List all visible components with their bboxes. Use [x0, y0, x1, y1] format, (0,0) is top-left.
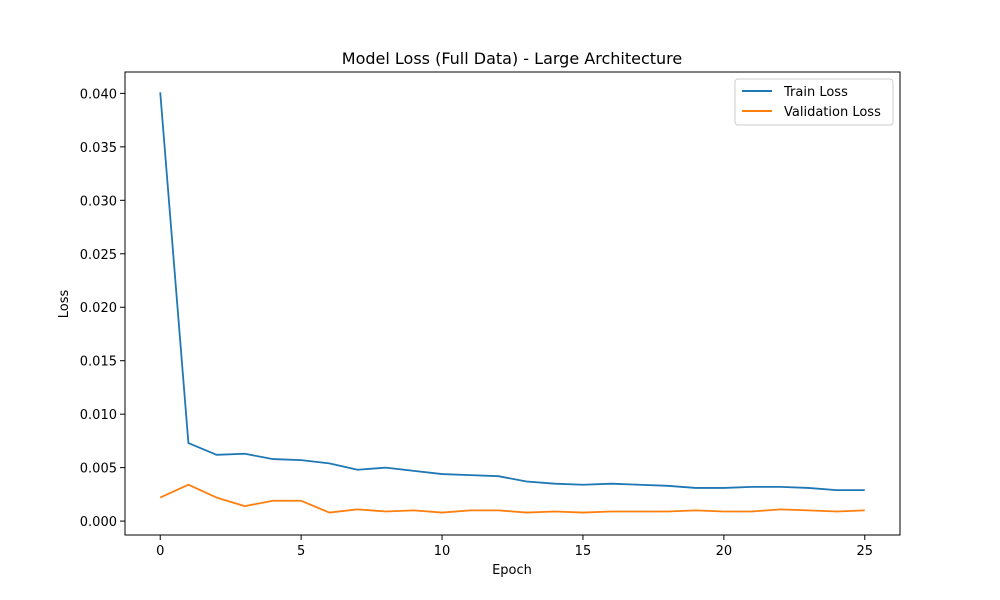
legend-box [734, 78, 894, 126]
y-tick-label: 0.025 [80, 248, 117, 263]
x-tick-label: 25 [856, 544, 873, 559]
y-tick-label: 0.005 [80, 462, 117, 477]
plot-area-frame [124, 71, 901, 536]
series-line-train-loss [159, 92, 865, 491]
x-tick-label: 10 [434, 544, 451, 559]
y-tick-label: 0.030 [80, 194, 117, 209]
y-axis: 0.000 0.005 0.010 0.015 0.020 0.025 0.030 0.035… [80, 87, 125, 530]
x-tick-label: 0 [156, 544, 164, 559]
x-axis-label: Epoch [492, 563, 532, 578]
series-lines [159, 92, 865, 514]
y-tick-label: 0.000 [80, 515, 117, 530]
legend-label-train-loss: Train Loss [783, 85, 848, 100]
y-tick-label: 0.010 [80, 408, 117, 423]
y-tick-label: 0.015 [80, 355, 117, 370]
y-tick-label: 0.040 [80, 87, 117, 102]
series-line-validation-loss [159, 483, 865, 514]
legend-label-validation-loss: Validation Loss [784, 105, 881, 120]
y-tick-label: 0.035 [80, 141, 117, 156]
x-axis: 0 5 10 15 20 25 [156, 535, 873, 559]
x-tick-label: 5 [297, 544, 305, 559]
x-tick-label: 15 [575, 544, 592, 559]
y-axis-label: Loss [57, 290, 72, 319]
legend: Train Loss Validation Loss [734, 78, 894, 126]
y-tick-label: 0.020 [80, 301, 117, 316]
chart-title: Model Loss (Full Data) - Large Architect… [342, 49, 682, 68]
x-tick-label: 20 [716, 544, 733, 559]
